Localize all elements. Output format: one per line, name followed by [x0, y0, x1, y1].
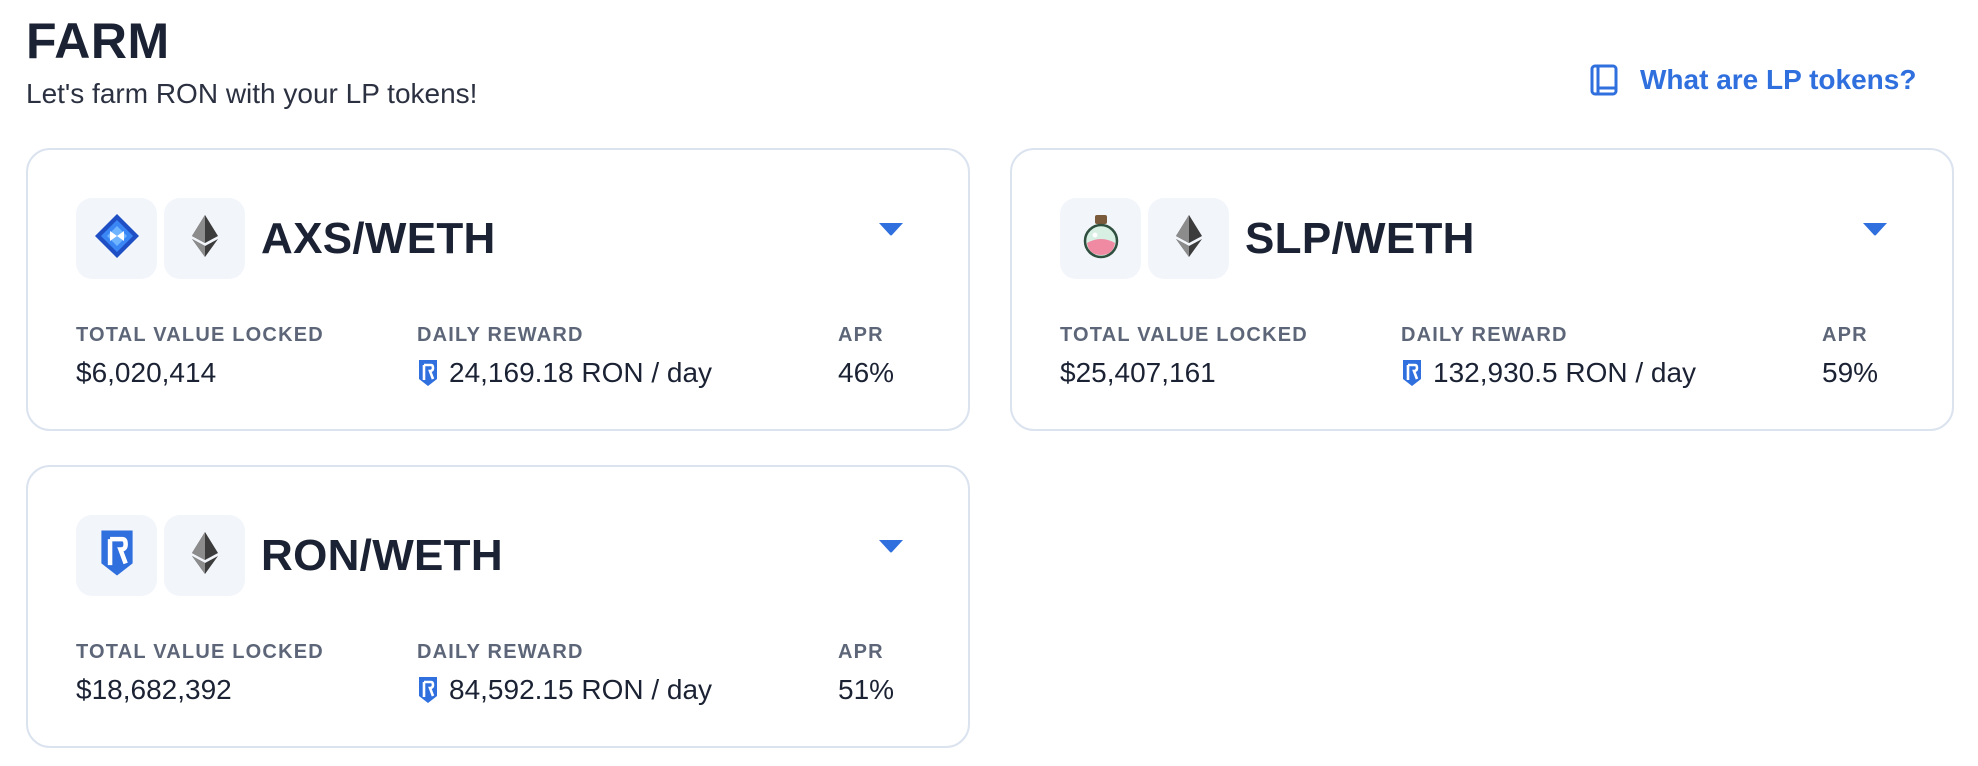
apr-stat: APR 51%: [838, 641, 894, 706]
apr-value: 51%: [838, 674, 894, 706]
tvl-stat: TOTAL VALUE LOCKED $18,682,392: [76, 641, 324, 706]
eth-icon: [190, 214, 220, 263]
daily-reward-stat: DAILY REWARD 24,169.18 RON / day: [417, 324, 712, 389]
ron-icon: [97, 527, 137, 584]
pool-header: AXS/WETH: [76, 198, 496, 279]
daily-reward-label: DAILY REWARD: [1401, 324, 1568, 346]
apr-label: APR: [838, 641, 884, 663]
daily-reward-stat: DAILY REWARD 132,930.5 RON / day: [1401, 324, 1696, 389]
token-tile: [76, 198, 157, 279]
eth-icon: [1174, 214, 1204, 263]
pool-header: RON/WETH: [76, 515, 503, 596]
expand-toggle-button[interactable]: [876, 537, 906, 559]
tvl-amount: $25,407,161: [1060, 357, 1216, 388]
pair-name: AXS/WETH: [261, 213, 496, 263]
apr-value: 46%: [838, 357, 894, 389]
tvl-stat: TOTAL VALUE LOCKED $25,407,161: [1060, 324, 1308, 389]
ron-icon: [417, 358, 449, 388]
page-title: FARM: [26, 13, 170, 69]
ron-icon: [1401, 358, 1433, 388]
daily-reward-amount: 132,930.5 RON / day: [1433, 357, 1697, 388]
daily-reward-amount: 24,169.18 RON / day: [449, 357, 713, 388]
apr-label: APR: [838, 324, 884, 346]
tvl-amount: $18,682,392: [76, 674, 232, 705]
token-tile: [76, 515, 157, 596]
pool-card-axs-weth: AXS/WETH TOTAL VALUE LOCKED $6,020,414 D…: [26, 148, 970, 431]
tvl-value: $25,407,161: [1060, 357, 1308, 389]
slp-icon: [1079, 213, 1123, 264]
caret-down-icon: [877, 221, 905, 242]
lp-tokens-help-label: What are LP tokens?: [1640, 64, 1917, 95]
daily-reward-label: DAILY REWARD: [417, 641, 584, 663]
pool-header: SLP/WETH: [1060, 198, 1475, 279]
token-tile: [164, 198, 245, 279]
tvl-label: TOTAL VALUE LOCKED: [76, 324, 324, 346]
daily-reward-value: 24,169.18 RON / day: [417, 357, 712, 389]
book-icon: [1590, 64, 1618, 96]
pool-card-slp-weth: SLP/WETH TOTAL VALUE LOCKED $25,407,161 …: [1010, 148, 1954, 431]
pair-name: RON/WETH: [261, 530, 503, 580]
page-subtitle: Let's farm RON with your LP tokens!: [26, 78, 478, 109]
apr-stat: APR 46%: [838, 324, 894, 389]
expand-toggle-button[interactable]: [876, 220, 906, 242]
apr-label: APR: [1822, 324, 1868, 346]
apr-amount: 46%: [838, 357, 895, 388]
daily-reward-label: DAILY REWARD: [417, 324, 584, 346]
tvl-value: $18,682,392: [76, 674, 324, 706]
daily-reward-stat: DAILY REWARD 84,592.15 RON / day: [417, 641, 712, 706]
token-tile: [1060, 198, 1141, 279]
axs-icon: [93, 212, 141, 265]
caret-down-icon: [877, 538, 905, 559]
ron-icon: [417, 675, 449, 705]
tvl-amount: $6,020,414: [76, 357, 217, 388]
eth-icon: [190, 531, 220, 580]
token-tile: [164, 515, 245, 596]
apr-amount: 59%: [1822, 357, 1879, 388]
daily-reward-value: 132,930.5 RON / day: [1401, 357, 1696, 389]
lp-tokens-help-link[interactable]: What are LP tokens?: [1590, 64, 1916, 96]
expand-toggle-button[interactable]: [1860, 220, 1890, 242]
tvl-label: TOTAL VALUE LOCKED: [76, 641, 324, 663]
token-tile: [1148, 198, 1229, 279]
pool-card-ron-weth: RON/WETH TOTAL VALUE LOCKED $18,682,392 …: [26, 465, 970, 748]
tvl-value: $6,020,414: [76, 357, 324, 389]
apr-value: 59%: [1822, 357, 1878, 389]
tvl-stat: TOTAL VALUE LOCKED $6,020,414: [76, 324, 324, 389]
daily-reward-amount: 84,592.15 RON / day: [449, 674, 713, 705]
tvl-label: TOTAL VALUE LOCKED: [1060, 324, 1308, 346]
apr-amount: 51%: [838, 674, 895, 705]
apr-stat: APR 59%: [1822, 324, 1878, 389]
pair-name: SLP/WETH: [1245, 213, 1475, 263]
caret-down-icon: [1861, 221, 1889, 242]
daily-reward-value: 84,592.15 RON / day: [417, 674, 712, 706]
